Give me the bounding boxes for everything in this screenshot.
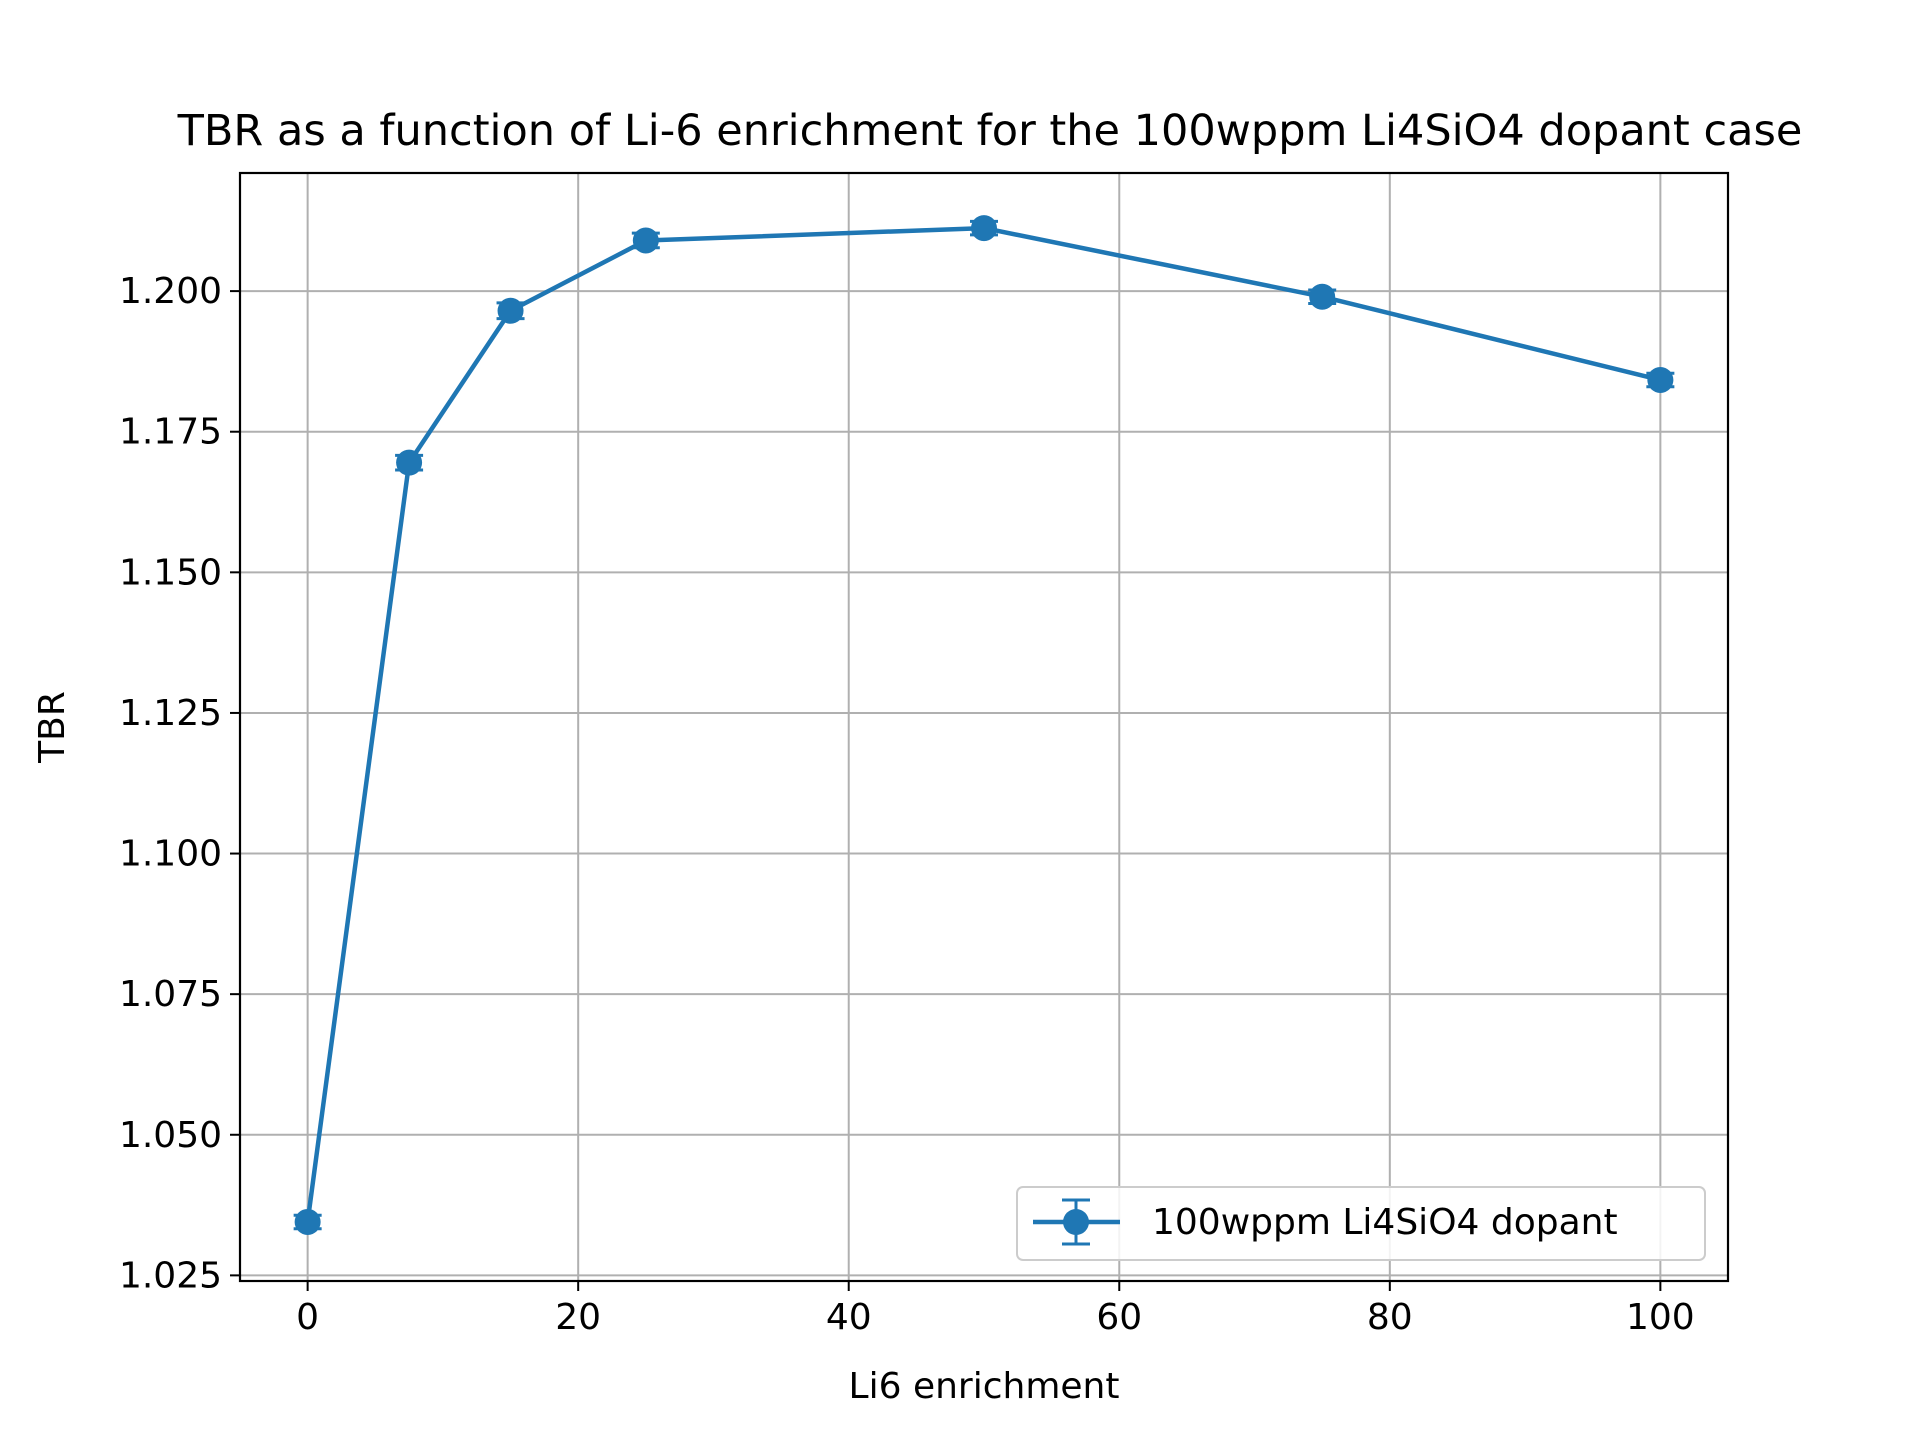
data-point [396,449,423,476]
data-point [971,215,997,242]
y-tick-label: 1.125 [119,693,222,734]
data-point [1309,283,1336,310]
x-tick-label: 80 [1367,1297,1413,1338]
data-point [497,297,524,324]
y-axis-label: TBR [32,691,73,764]
y-tick-label: 1.075 [119,974,222,1015]
legend: 100wppm Li4SiO4 dopant [1016,1186,1706,1261]
x-tick-label: 0 [296,1297,319,1338]
series-layer [293,215,1675,1235]
y-tick-label: 1.100 [119,834,222,875]
x-tick-label: 100 [1626,1297,1695,1338]
chart-title: TBR as a function of Li-6 enrichment for… [177,106,1803,156]
x-tick-label: 20 [555,1297,601,1338]
data-point [632,227,659,254]
x-axis-label: Li6 enrichment [849,1366,1120,1407]
y-tick-label: 1.150 [119,552,222,593]
legend-marker-icon [1033,1198,1120,1246]
axis-ticks: 0 20 40 60 80 100 1.025 1.050 1.075 1.100 1.125 1.1… [119,271,1695,1338]
y-tick-label: 1.025 [119,1255,222,1296]
y-tick-label: 1.050 [119,1115,222,1156]
x-tick-label: 60 [1096,1297,1142,1338]
data-point [1647,366,1674,393]
y-tick-label: 1.200 [119,271,222,312]
x-tick-label: 40 [826,1297,872,1338]
y-tick-label: 1.175 [119,412,222,453]
legend-series-label: 100wppm Li4SiO4 dopant [1152,1202,1618,1243]
data-point [294,1208,321,1235]
grid [240,173,1728,1281]
legend-box [1016,1186,1706,1261]
plot-frame [238,171,1730,1283]
legend-marker [1063,1209,1089,1235]
